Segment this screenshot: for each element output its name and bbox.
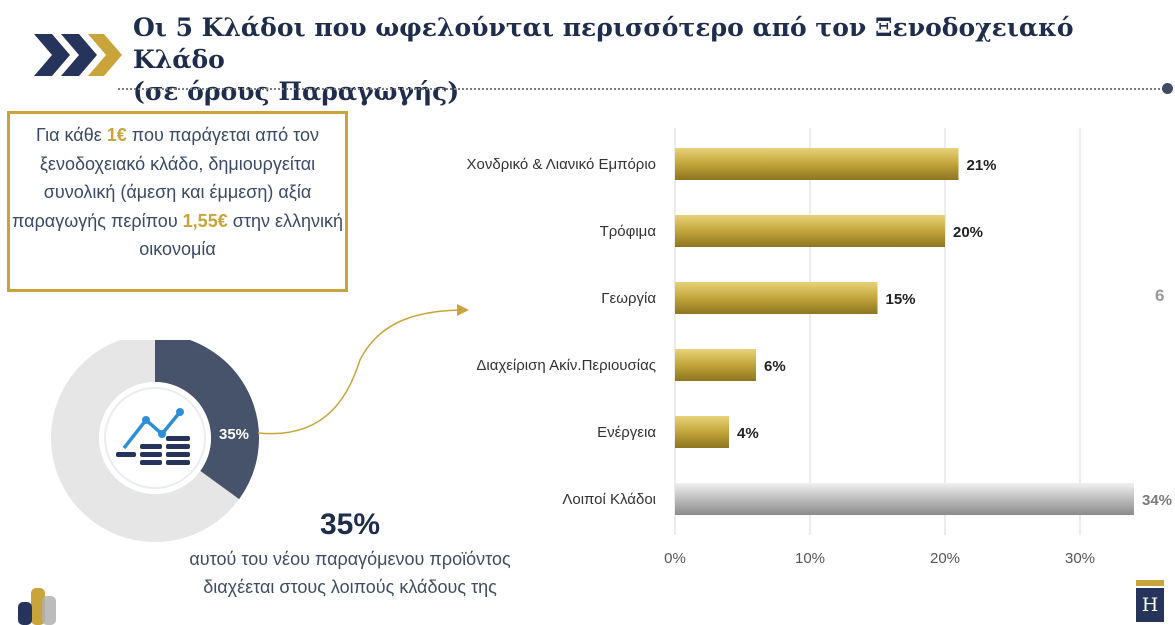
bar xyxy=(675,282,878,314)
divider-end-dot xyxy=(1162,83,1173,94)
h-badge-logo: H xyxy=(1136,588,1164,622)
category-label: Τρόφιμα xyxy=(600,223,657,240)
bars: Χονδρικό & Λιανικό Εμπόριο 21% Τρόφιμα 20% Γ… xyxy=(467,148,1172,515)
value-label: 34% xyxy=(1142,492,1172,509)
page-title: Οι 5 Κλάδοι που ωφελούνται περισσότερο α… xyxy=(133,12,1163,108)
badge-accent xyxy=(1136,580,1164,586)
x-tick-label: 0% xyxy=(664,550,686,567)
edge-number: 6 xyxy=(1155,286,1165,305)
category-label: Ενέργεια xyxy=(597,424,656,441)
big-percentage: 35% xyxy=(319,508,381,541)
callout-box: Για κάθε 1€ που παράγεται από τον ξενοδο… xyxy=(7,111,348,292)
share-donut: 35% xyxy=(51,340,259,542)
connector-arrow xyxy=(257,304,469,435)
category-label: Λοιποί Κλάδοι xyxy=(562,491,656,508)
bar xyxy=(675,215,945,247)
value-label: 4% xyxy=(737,425,759,442)
x-tick-label: 20% xyxy=(930,550,960,567)
bar xyxy=(675,483,1134,515)
callout-text-2: που παράγεται από τον ξενοδοχειακό κλάδο… xyxy=(12,125,320,231)
title-line-1: Οι 5 Κλάδοι που ωφελούνται περισσότερο α… xyxy=(133,13,1074,74)
value-label: 6% xyxy=(764,358,786,375)
callout-text-3: στην ελληνική οικονομία xyxy=(139,210,343,260)
x-tick-label: 30% xyxy=(1065,550,1095,567)
donut-share-label: 35% xyxy=(219,426,249,443)
gridlines: 0% 10% 20% 30% xyxy=(664,128,1095,567)
growth-chart-icon xyxy=(104,387,206,489)
company-logo xyxy=(18,588,56,625)
bar xyxy=(675,349,756,381)
value-label: 15% xyxy=(886,291,916,308)
chevron-arrows-icon xyxy=(34,34,122,76)
donut-note: αυτού του νέου παραγόμενου προϊόντος δια… xyxy=(189,549,511,597)
category-label: Χονδρικό & Λιανικό Εμπόριο xyxy=(467,156,656,173)
value-label: 20% xyxy=(953,224,983,241)
callout-text-1: Για κάθε xyxy=(35,125,107,145)
value-label: 21% xyxy=(967,157,997,174)
category-label: Γεωργία xyxy=(601,290,656,307)
callout-value-2: 1,55€ xyxy=(182,210,228,231)
callout-value-1: 1€ xyxy=(106,125,127,145)
bar xyxy=(675,416,729,448)
donut-share-segment xyxy=(154,340,259,500)
x-tick-label: 10% xyxy=(795,550,825,567)
header-divider xyxy=(118,88,1164,90)
bar xyxy=(675,148,959,180)
title-line-2: (σε όρους Παραγωγής) xyxy=(133,77,460,106)
category-label: Διαχείριση Ακίν.Περιουσίας xyxy=(476,357,656,374)
